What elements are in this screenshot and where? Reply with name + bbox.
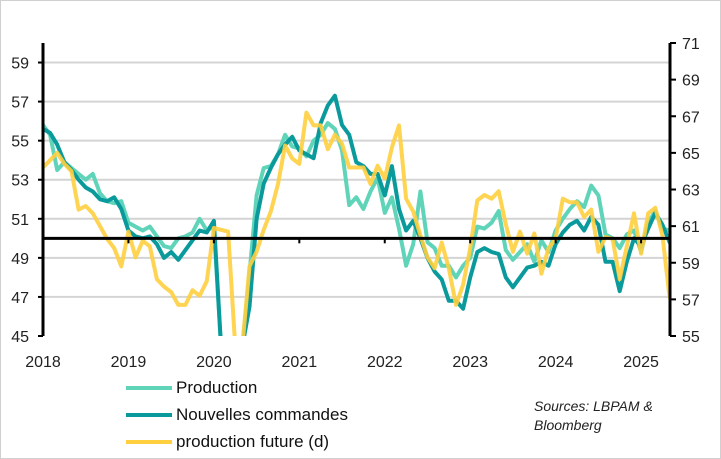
x-axis-tick-label: 2024 [538,354,574,371]
source-line: Sources: LBPAM & [534,398,653,414]
left-axis-tick-label: 49 [11,251,29,268]
x-axis-tick-label: 2023 [452,354,488,371]
series-line-production [43,121,670,336]
source-note: Sources: LBPAM & Bloomberg [534,397,653,435]
legend-label: production future (d) [176,432,330,451]
left-axis-tick-label: 53 [11,173,29,190]
x-axis-tick-label: 2019 [111,354,147,371]
right-axis-tick-label: 59 [682,256,700,273]
right-axis-tick-label: 69 [682,73,700,90]
legend-label: Nouvelles commandes [176,405,348,424]
left-axis-tick-label: 59 [11,56,29,73]
legend-swatch-nouvelles-commandes [126,413,172,417]
left-axis-tick-label: 51 [11,212,29,229]
right-axis-tick-label: 65 [682,146,700,163]
x-axis-tick-label: 2020 [196,354,232,371]
x-axis-tick-label: 2021 [282,354,318,371]
legend-swatch-production-future [126,440,172,444]
right-axis-tick-label: 71 [682,36,700,53]
left-axis-tick-label: 47 [11,290,29,307]
right-axis-tick-label: 63 [682,183,700,200]
legend-label: Production [176,378,258,397]
right-axis-tick-label: 57 [682,292,700,309]
left-axis-tick-label: 45 [11,329,29,346]
right-axis-tick-label: 61 [682,219,700,236]
right-axis-tick-label: 67 [682,109,700,126]
left-axis-tick-label: 57 [11,95,29,112]
legend-swatch-production [126,386,172,390]
source-line: Bloomberg [534,417,602,433]
x-axis-tick-label: 2018 [25,354,61,371]
right-axis-tick-label: 55 [682,329,700,346]
legend-item-nouvelles-commandes: Nouvelles commandes [126,405,348,425]
left-axis-tick-label: 55 [11,134,29,151]
x-axis-tick-label: 2022 [367,354,403,371]
legend-item-production-future: production future (d) [126,432,329,452]
x-axis-tick-label: 2025 [623,354,659,371]
legend-item-production: Production [126,378,257,398]
series-line-nouvelles-commandes [43,93,670,336]
series-line-production-future-d- [43,110,670,336]
